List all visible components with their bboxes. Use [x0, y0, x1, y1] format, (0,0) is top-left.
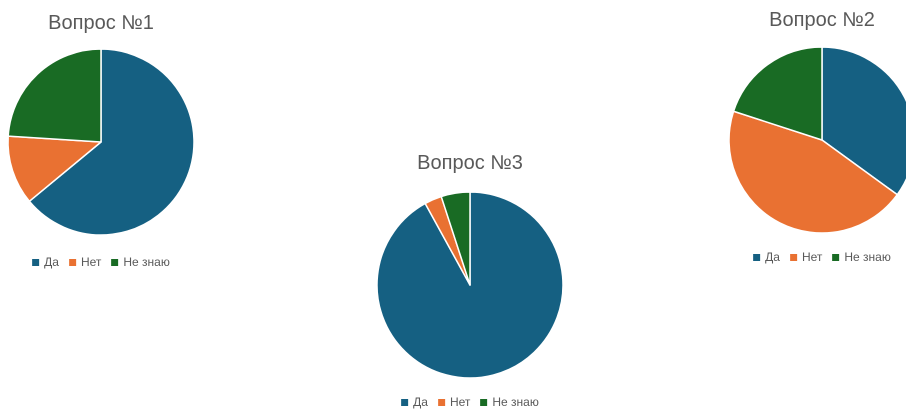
legend-swatch-da [32, 258, 40, 266]
slice-da [28, 48, 195, 236]
legend-entry-da: Да [753, 250, 780, 264]
legend-label-ne-znayu: Не знаю [844, 250, 891, 264]
legend-entry-net: Нет [789, 250, 823, 264]
legend-q2: Да Нет Не знаю [753, 250, 891, 264]
legend-label-ne-znayu: Не знаю [492, 395, 539, 409]
legend-label-da: Да [765, 250, 780, 264]
slice-ne-znayu [732, 46, 823, 141]
slice-ne-znayu [7, 48, 102, 143]
legend-entry-da: Да [32, 255, 59, 269]
legend-label-ne-znayu: Не знаю [123, 255, 170, 269]
legend-label-net: Нет [801, 250, 823, 264]
legend-swatch-da [753, 253, 761, 261]
legend-label-da: Да [44, 255, 59, 269]
legend-q3: Да Нет Не знаю [401, 395, 539, 409]
slice-net [7, 135, 102, 203]
legend-swatch-net [437, 398, 445, 406]
legend-swatch-ne-znayu [480, 398, 488, 406]
slice-da [821, 46, 906, 196]
legend-swatch-ne-znayu [832, 253, 840, 261]
legend-swatch-net [68, 258, 76, 266]
legend-entry-da: Да [401, 395, 428, 409]
slice-ne-znayu [440, 191, 471, 286]
legend-label-net: Нет [449, 395, 471, 409]
legend-label-da: Да [413, 395, 428, 409]
chart-title-q2: Вопрос №2 [769, 9, 875, 31]
legend-entry-net: Нет [68, 255, 102, 269]
legend-q1: Да Нет Не знаю [32, 255, 170, 269]
chart-title-q1: Вопрос №1 [48, 12, 154, 34]
chart-title-q3: Вопрос №3 [417, 152, 523, 174]
legend-swatch-ne-znayu [111, 258, 119, 266]
slice-net [728, 110, 898, 234]
legend-entry-ne-znayu: Не знаю [111, 255, 170, 269]
legend-swatch-da [401, 398, 409, 406]
legend-entry-net: Нет [437, 395, 471, 409]
legend-entry-ne-znayu: Не знаю [480, 395, 539, 409]
legend-entry-ne-znayu: Не знаю [832, 250, 891, 264]
legend-label-net: Нет [80, 255, 102, 269]
legend-swatch-net [789, 253, 797, 261]
